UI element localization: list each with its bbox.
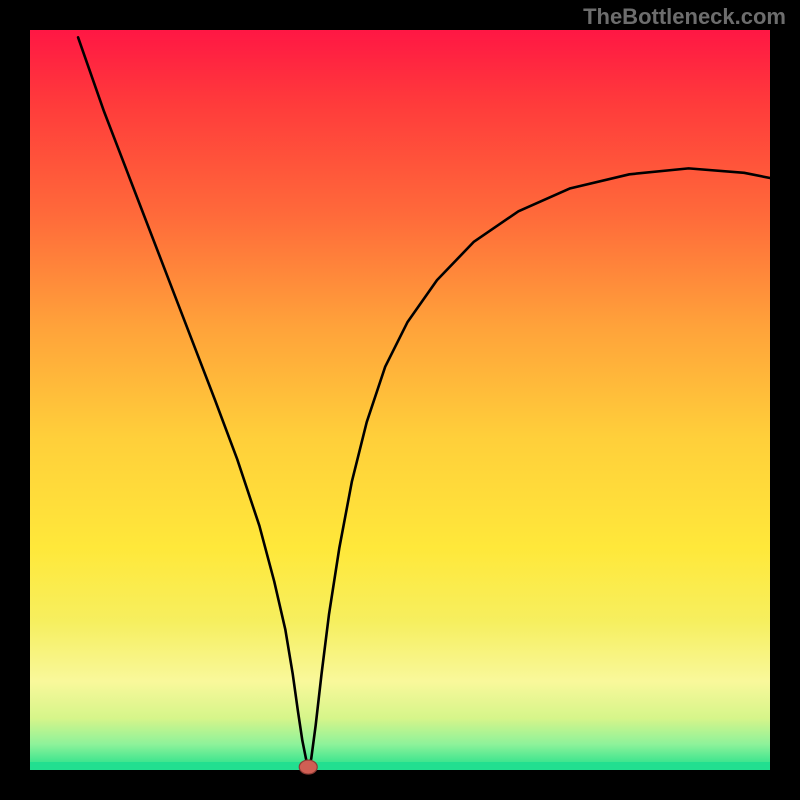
minimum-marker: [299, 760, 317, 774]
chart-svg: [0, 0, 800, 800]
chart-stage: TheBottleneck.com: [0, 0, 800, 800]
baseline-strip: [30, 762, 770, 770]
plot-area: [30, 30, 770, 770]
watermark-text: TheBottleneck.com: [583, 4, 786, 30]
